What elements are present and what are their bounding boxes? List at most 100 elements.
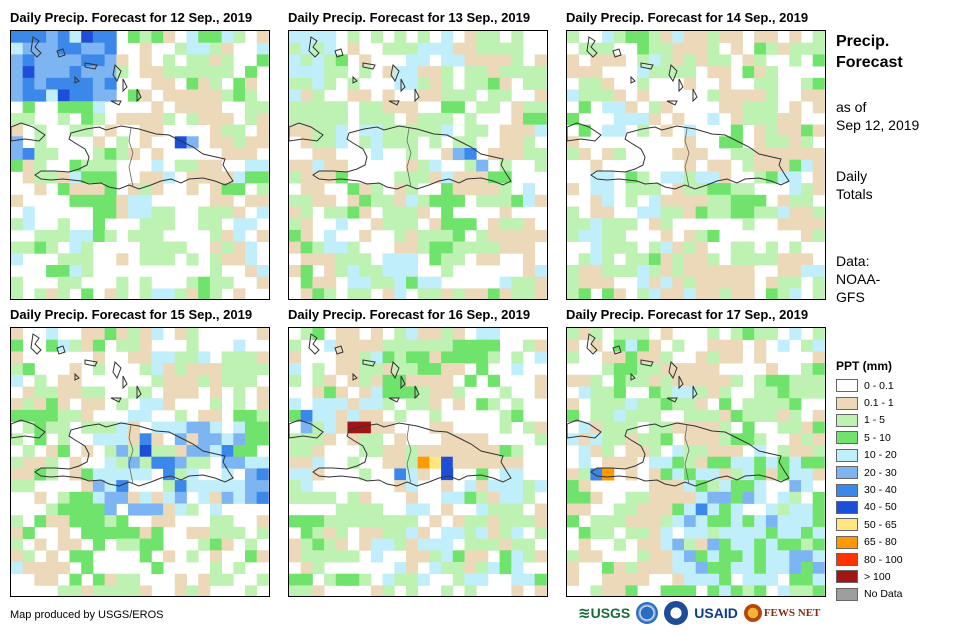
precip-cell	[707, 374, 720, 387]
precip-cell	[648, 550, 661, 563]
precip-cell	[754, 468, 767, 481]
country-border	[406, 424, 412, 485]
precip-cell	[812, 42, 825, 55]
precip-cell	[104, 31, 117, 44]
precip-cell	[789, 409, 802, 422]
precip-cell	[324, 159, 337, 172]
precip-cell	[464, 159, 477, 172]
precip-cell	[233, 339, 246, 352]
precip-cell	[92, 468, 105, 481]
precip-cell	[104, 445, 117, 458]
precip-cell	[11, 136, 24, 149]
precip-cell	[765, 386, 778, 399]
precip-cell	[256, 206, 269, 219]
precip-cell	[429, 253, 442, 266]
precip-cell	[523, 491, 536, 504]
precip-cell	[347, 515, 360, 528]
asof-text: as of Sep 12, 2019	[836, 98, 919, 134]
precip-cell	[116, 148, 129, 161]
precip-cell	[452, 573, 465, 586]
precip-cell	[382, 386, 395, 399]
precip-cell	[394, 445, 407, 458]
precip-cell	[464, 124, 477, 137]
precip-cell	[69, 585, 82, 596]
precip-cell	[300, 136, 313, 149]
precip-cell	[754, 550, 767, 563]
precip-cell	[256, 229, 269, 242]
precip-cell	[730, 585, 743, 596]
precip-cell	[602, 351, 615, 364]
precip-cell	[499, 171, 512, 184]
precip-cell	[92, 386, 105, 399]
precip-cell	[801, 253, 814, 266]
precip-cell	[139, 550, 152, 563]
precip-cell	[523, 265, 536, 278]
precip-cell	[487, 101, 500, 114]
precip-cell	[186, 328, 199, 341]
precip-cell	[429, 409, 442, 422]
precip-cell	[370, 339, 383, 352]
precip-map-1	[10, 30, 270, 300]
precip-cell	[567, 573, 580, 586]
precip-cell	[613, 585, 626, 596]
precip-cell	[476, 183, 489, 196]
precip-cell	[719, 351, 732, 364]
precip-cell	[221, 229, 234, 242]
precip-cell	[523, 112, 536, 125]
precip-cell	[707, 31, 720, 44]
precip-cell	[394, 276, 407, 289]
side-title-line2: Forecast	[836, 54, 903, 71]
precip-cell	[637, 112, 650, 125]
precip-cell	[476, 229, 489, 242]
precip-cell	[57, 112, 70, 125]
precip-cell	[186, 445, 199, 458]
precip-cell	[567, 398, 580, 411]
precip-cell	[452, 433, 465, 446]
precip-cell	[46, 241, 59, 254]
precip-cell	[499, 241, 512, 254]
precip-cell	[370, 218, 383, 231]
precip-cell	[104, 421, 117, 434]
precip-cell	[347, 433, 360, 446]
precip-cell	[789, 124, 802, 137]
precip-cell	[754, 351, 767, 364]
precip-cell	[359, 351, 372, 364]
precip-cell	[186, 54, 199, 67]
precip-cell	[46, 550, 59, 563]
legend-label: 1 - 5	[864, 414, 886, 427]
precip-grid-3	[567, 31, 825, 299]
precip-cell	[370, 421, 383, 434]
precip-cell	[186, 456, 199, 469]
precip-cell	[256, 194, 269, 207]
precip-cell	[567, 491, 580, 504]
precip-cell	[672, 276, 685, 289]
precip-cell	[22, 562, 35, 575]
precip-cell	[499, 276, 512, 289]
precip-cell	[382, 276, 395, 289]
precip-cell	[209, 573, 222, 586]
hispaniola-coastline	[590, 422, 790, 487]
precip-cell	[812, 54, 825, 67]
precip-cell	[69, 538, 82, 551]
precip-cell	[347, 89, 360, 102]
precip-cell	[256, 31, 269, 44]
precip-cell	[534, 194, 547, 207]
precip-cell	[648, 480, 661, 493]
precip-cell	[730, 288, 743, 299]
precip-cell	[613, 386, 626, 399]
precip-cell	[499, 515, 512, 528]
legend-item: 80 - 100	[836, 551, 903, 568]
precip-cell	[289, 31, 302, 44]
precip-cell	[429, 66, 442, 79]
precip-cell	[695, 409, 708, 422]
precip-cell	[429, 89, 442, 102]
precip-cell	[406, 328, 419, 341]
precip-cell	[441, 148, 454, 161]
precip-cell	[452, 445, 465, 458]
precip-cell	[602, 194, 615, 207]
precip-cell	[476, 124, 489, 137]
precip-cell	[730, 112, 743, 125]
precip-cell	[476, 538, 489, 551]
precip-cell	[523, 101, 536, 114]
precip-cell	[637, 171, 650, 184]
